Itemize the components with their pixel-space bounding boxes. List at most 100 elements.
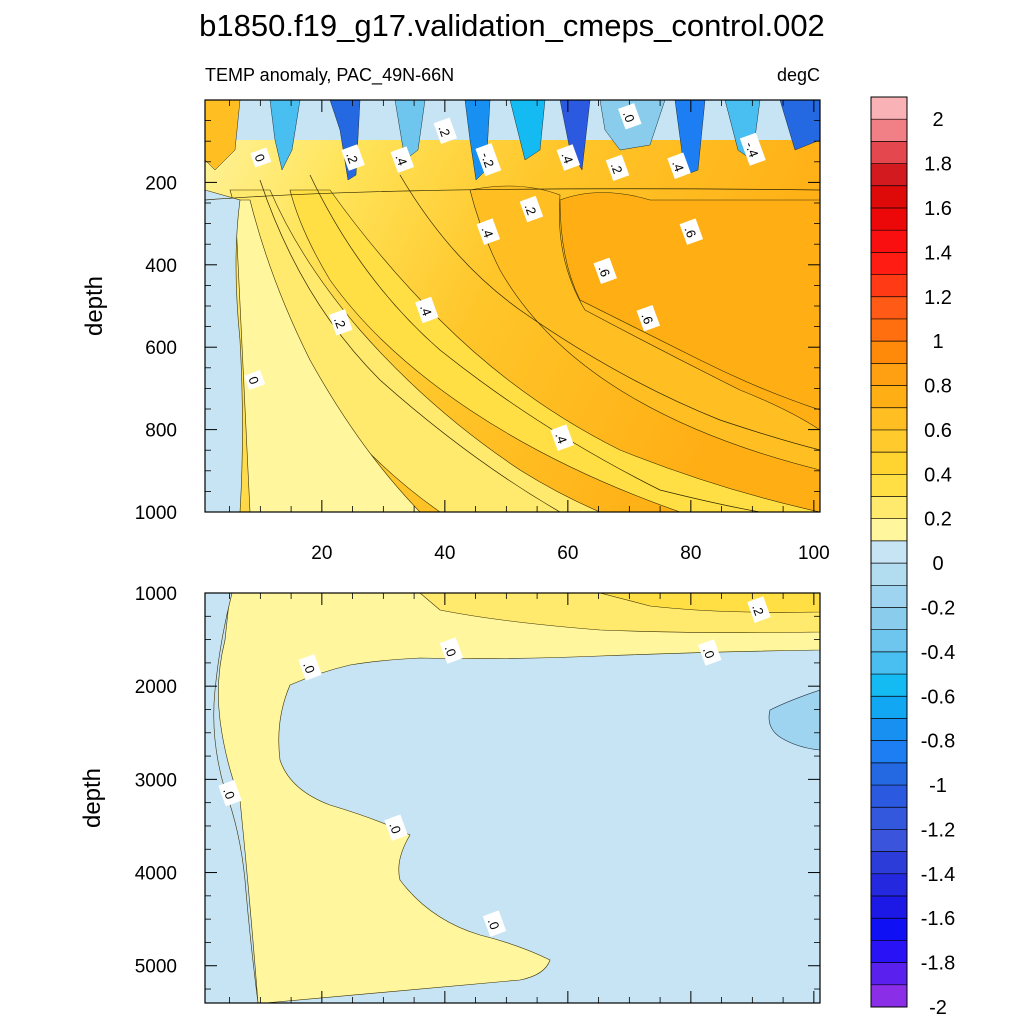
colorbar-swatch <box>871 984 907 1008</box>
colorbar-swatch <box>871 407 907 431</box>
colorbar-swatch <box>871 496 907 520</box>
upper-contour-label-box <box>329 309 353 336</box>
colorbar-tick-label: -2 <box>929 997 947 1019</box>
lower-contour-label: .0 <box>298 654 322 681</box>
upper-contour-label-text: .2 <box>522 202 540 217</box>
upper-contour-label: .4 <box>550 424 574 451</box>
colorbar-tick-label: -0.2 <box>921 597 955 619</box>
colorbar-swatch <box>871 896 907 919</box>
upper-contour-label-text: -.4 <box>742 140 761 159</box>
upper-contour-label: .6 <box>636 304 661 332</box>
upper-contour-label: .4 <box>390 146 415 173</box>
upper-contour-label: .4 <box>667 152 691 179</box>
lower-ytick-label: 4000 <box>135 864 177 885</box>
lower-contour-label-box <box>384 814 408 841</box>
colorbar-swatch <box>871 651 907 675</box>
colorbar-tick-label: 1 <box>932 331 943 353</box>
lower-contour-label-box <box>747 596 771 623</box>
upper-contour-label: .6 <box>679 218 704 245</box>
upper-contour-label-text: .4 <box>669 158 687 173</box>
colorbar-tick-label: 1.8 <box>924 154 952 176</box>
lower-contour-label-text: .0 <box>220 786 238 801</box>
colorbar-tick-label: 0 <box>932 553 943 575</box>
lower-contour-label-text: .0 <box>300 660 318 675</box>
lower-contour-labels: .2 .0 .0 .0 .0 .0 .0 <box>218 596 771 937</box>
colorbar-swatch <box>871 141 907 164</box>
colorbar-swatch <box>871 207 907 231</box>
upper-contour-label-text: 0 <box>245 374 262 386</box>
upper-contour-label-text: .2 <box>608 160 626 175</box>
lower-region-positive <box>205 593 820 1003</box>
colorbar-swatch <box>871 452 907 475</box>
upper-contour-label-box <box>618 103 642 130</box>
colorbar-swatch <box>871 540 907 564</box>
colorbar-swatch <box>871 119 907 142</box>
colorbar-swatch <box>871 318 907 342</box>
chart-subtitle-right: degC <box>777 65 820 85</box>
colorbar-swatch <box>871 296 907 320</box>
lower-panel-frame <box>204 592 821 1004</box>
upper-contour-label-box <box>679 218 704 245</box>
upper-region-0.0 <box>234 199 421 512</box>
upper-contour-label-box <box>476 218 501 245</box>
upper-ytick-label: 1000 <box>135 503 177 524</box>
lower-ytick-label: 2000 <box>135 677 177 698</box>
lower-contour-label-text: .0 <box>700 645 718 660</box>
colorbar-swatch <box>871 274 907 298</box>
upper-contour-label: .4 <box>556 144 581 171</box>
colorbar-tick-label: 1.4 <box>924 242 952 264</box>
upper-region-0.6 <box>559 192 820 411</box>
upper-axes: 20 40 60 80 100 200 400 600 800 1000 <box>135 99 830 564</box>
upper-contour-label-box <box>667 152 691 179</box>
colorbar-tick-label: -0.6 <box>921 686 955 708</box>
upper-contour-label-box <box>415 296 439 324</box>
colorbar-swatch <box>871 518 907 542</box>
upper-contour-label: -.2 <box>475 143 502 177</box>
lower-ylabel: depth <box>79 768 106 828</box>
lower-contour-label: .2 <box>747 596 771 623</box>
colorbar-tick-label: 1.6 <box>924 198 952 220</box>
colorbar-tick-label: 0.8 <box>924 376 952 398</box>
colorbar-swatch <box>871 829 907 852</box>
lower-contour-label-text: .0 <box>485 916 503 931</box>
upper-contour-lines <box>205 174 820 512</box>
colorbar-swatch <box>871 341 907 364</box>
upper-contour-label: .0 <box>618 103 642 130</box>
upper-contour-label-text: .2 <box>343 150 361 165</box>
upper-contour-label-text: .6 <box>681 224 699 239</box>
upper-contour-label: .4 <box>476 218 501 245</box>
lower-region-negative-patch <box>768 689 820 751</box>
colorbar-swatch <box>871 585 907 608</box>
colorbar-swatch <box>871 873 907 897</box>
upper-contour-label-text: .4 <box>552 430 570 445</box>
colorbar-swatch <box>871 718 907 741</box>
upper-ytick-label: 400 <box>145 256 177 277</box>
upper-contour-label: .2 <box>433 117 458 144</box>
colorbar-frame <box>870 96 908 1008</box>
colorbar-tick-label: 0.6 <box>924 420 952 442</box>
upper-contour-label-box <box>519 195 544 223</box>
lower-contour-label: .0 <box>482 910 507 937</box>
upper-region-negative-left <box>205 189 243 512</box>
upper-contour-label: .2 <box>341 144 365 171</box>
lower-contour-label: .0 <box>218 779 242 807</box>
colorbar-swatch <box>871 696 907 719</box>
upper-contour-label: .4 <box>415 296 439 324</box>
upper-panel <box>205 100 820 512</box>
lower-axes: 1000 2000 3000 4000 5000 <box>135 584 820 1003</box>
colorbar-swatch <box>871 740 907 764</box>
upper-contour-label-text: .4 <box>479 224 497 239</box>
upper-ylabel: depth <box>81 276 108 336</box>
colorbar-swatch <box>871 230 907 253</box>
upper-xtick-label: 80 <box>680 543 701 564</box>
colorbar-swatch <box>871 807 907 830</box>
lower-ytick-label: 1000 <box>135 584 177 605</box>
upper-contour-label-box <box>605 154 630 182</box>
upper-contour-label-box <box>244 370 266 390</box>
colorbar-swatch <box>871 163 907 187</box>
colorbar-swatch <box>871 97 907 120</box>
upper-contour-label-box <box>739 132 766 166</box>
colorbar-swatch <box>871 940 907 963</box>
lower-contour-label-text: .0 <box>386 820 404 835</box>
lower-contour-label: .0 <box>439 637 464 664</box>
